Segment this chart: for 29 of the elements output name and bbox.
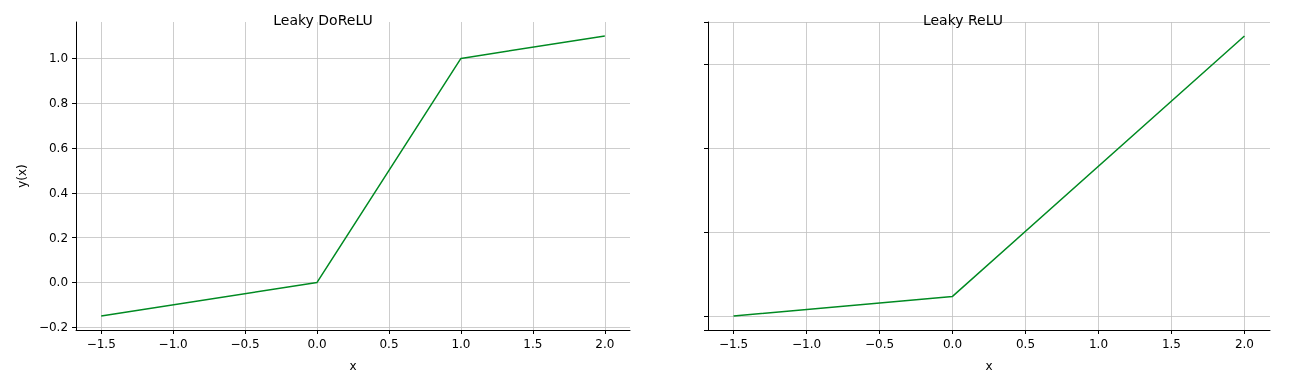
- line-series: [100, 35, 606, 317]
- x-tick-label: 2.0: [595, 337, 615, 351]
- x-tick-label: 0.5: [379, 337, 399, 351]
- x-tick-label: 1.0: [451, 337, 471, 351]
- x-axis-title: x: [349, 359, 357, 373]
- x-tick-label: −1.0: [158, 337, 188, 351]
- x-axis-title: x: [985, 359, 993, 373]
- chart-title: Leaky ReLU: [922, 12, 1004, 28]
- y-tick-label: 0.0: [48, 275, 69, 290]
- x-tick-label: 1.5: [523, 337, 543, 351]
- x-tick-label: 2.0: [1234, 337, 1254, 351]
- x-tick-label: −0.5: [230, 337, 260, 351]
- y-tick-label: −0.2: [38, 320, 69, 335]
- y-axis-title: y(x): [15, 164, 29, 188]
- y-tick-label: 1.0: [48, 51, 69, 66]
- chart-title: Leaky DoReLU: [273, 12, 373, 28]
- y-tick-label: 0.2: [48, 230, 69, 245]
- x-tick-label: 1.5: [1161, 337, 1182, 351]
- x-tick-label: −0.5: [864, 337, 895, 351]
- x-tick-label: 0.0: [307, 337, 327, 351]
- x-tick-label: −1.5: [86, 337, 116, 351]
- x-tick-label: −1.0: [791, 337, 822, 351]
- x-tick-label: 0.5: [1015, 337, 1036, 351]
- y-tick-label: 0.6: [48, 141, 69, 155]
- y-tick-label: 0.4: [48, 185, 69, 200]
- x-tick-label: 1.0: [1088, 337, 1109, 351]
- x-tick-label: −1.5: [718, 337, 749, 351]
- x-tick-label: 0.0: [942, 337, 963, 351]
- y-tick-label: 0.8: [48, 96, 69, 111]
